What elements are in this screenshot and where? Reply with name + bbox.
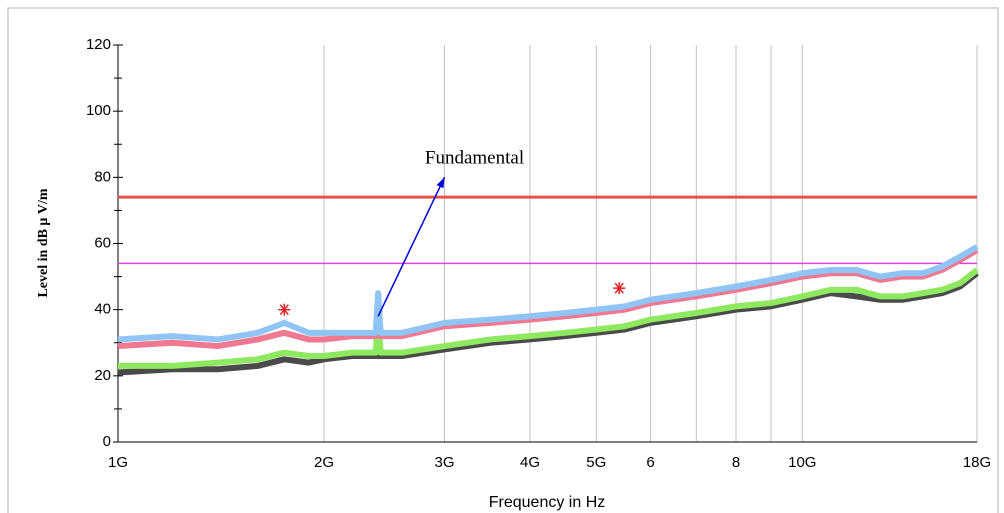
peak-marker [613, 282, 626, 295]
frame [7, 7, 999, 513]
x-tick-label: 1G [108, 454, 128, 471]
arrow-head [436, 177, 445, 189]
x-tick-label: 4G [520, 454, 540, 471]
annotation-text: Fundamental [425, 148, 524, 169]
trace [118, 267, 979, 369]
annotation-arrow [377, 177, 446, 317]
y-tick-label: 20 [94, 367, 111, 384]
x-tick-label: 6 [646, 454, 654, 471]
y-tick-label: 60 [94, 234, 111, 251]
y-tick-label: 0 [103, 433, 111, 450]
x-tick-label: 2G [314, 454, 334, 471]
x-axis-label: Frequency in Hz [489, 494, 606, 511]
y-tick-label: 100 [86, 102, 111, 119]
trace [117, 244, 979, 343]
y-tick-label: 120 [86, 36, 111, 53]
trace [117, 247, 979, 350]
y-tick-label: 80 [94, 168, 111, 185]
x-tick-label: 8 [732, 454, 740, 471]
x-tick-label: 10G [788, 454, 816, 471]
x-tick-label: 5G [586, 454, 606, 471]
x-tick-label: 3G [434, 454, 454, 471]
peak-marker [278, 303, 291, 316]
y-tick-label: 40 [94, 301, 111, 318]
trace [117, 270, 979, 376]
x-tick-label: 18G [963, 454, 991, 471]
y-axis-label: Level in dB μ V/m [36, 188, 51, 297]
